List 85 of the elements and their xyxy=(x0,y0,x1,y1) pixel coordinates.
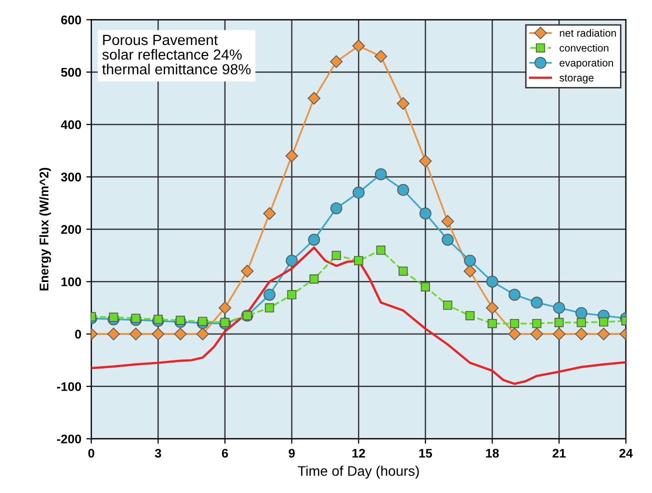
point xyxy=(107,328,120,340)
point xyxy=(508,288,521,301)
point xyxy=(152,328,164,340)
point xyxy=(530,296,543,309)
point xyxy=(486,276,498,288)
point xyxy=(442,234,454,246)
point xyxy=(374,50,388,63)
point xyxy=(464,254,476,267)
legend-label: evaporation xyxy=(560,58,613,69)
point xyxy=(419,154,432,168)
point xyxy=(286,254,298,267)
y-tick-label: 400 xyxy=(60,120,82,130)
x-tick-label: 18 xyxy=(486,448,499,458)
point xyxy=(510,318,520,328)
y-tick-label: -200 xyxy=(57,434,82,444)
point xyxy=(108,312,118,322)
point xyxy=(396,97,410,110)
x-tick-label: 24 xyxy=(619,448,633,458)
point xyxy=(352,40,365,52)
point xyxy=(488,318,497,328)
y-tick-label: 300 xyxy=(60,172,82,182)
point xyxy=(264,288,276,301)
point xyxy=(196,328,209,340)
point xyxy=(419,208,432,220)
point xyxy=(287,290,296,300)
y-tick-label: 500 xyxy=(61,68,82,77)
point xyxy=(308,92,320,105)
point xyxy=(552,328,566,340)
point xyxy=(376,246,386,255)
point xyxy=(599,317,608,327)
x-tick-label: 21 xyxy=(552,448,566,458)
point xyxy=(465,311,475,320)
point xyxy=(553,302,566,314)
point xyxy=(530,328,544,340)
point xyxy=(176,316,185,325)
y-axis-title: Energy Flux (W/m^2) xyxy=(39,168,51,290)
x-tick-label: 15 xyxy=(419,448,432,458)
y-tick-label: 100 xyxy=(61,277,82,286)
line-series xyxy=(91,246,626,385)
point xyxy=(532,318,542,328)
point xyxy=(354,256,364,266)
legend-label: net radiation xyxy=(560,29,616,37)
point xyxy=(443,300,452,310)
x-tick-label: 9 xyxy=(288,448,295,458)
point xyxy=(576,318,586,328)
point xyxy=(330,202,342,214)
point xyxy=(554,318,564,328)
x-tick-label: 3 xyxy=(154,448,162,458)
point xyxy=(508,328,521,340)
x-tick-label: 6 xyxy=(222,448,228,458)
x-tick-label: 0 xyxy=(88,448,94,458)
point xyxy=(309,274,319,284)
point xyxy=(441,215,454,228)
point xyxy=(575,307,588,320)
point xyxy=(486,302,499,314)
point xyxy=(174,328,187,340)
point xyxy=(263,207,276,220)
point xyxy=(264,303,274,312)
y-tick-label: 600 xyxy=(61,16,82,24)
point xyxy=(308,234,320,246)
point xyxy=(285,150,298,162)
point xyxy=(240,264,254,278)
legend-label: convection xyxy=(560,44,608,52)
point xyxy=(352,186,365,199)
point xyxy=(198,316,208,326)
y-tick-label: 0 xyxy=(75,330,82,339)
point xyxy=(398,266,408,276)
point xyxy=(420,282,430,292)
point xyxy=(464,264,476,278)
x-axis-title: Time of Day (hours) xyxy=(298,466,419,479)
point xyxy=(397,184,410,196)
y-tick-label: -100 xyxy=(57,382,82,392)
y-tick-label: 200 xyxy=(61,225,82,234)
legend-label: storage xyxy=(560,74,594,84)
annotation: Porous Pavement solar reflectance 24% thermal emittance 98% xyxy=(102,34,251,74)
point xyxy=(575,328,588,340)
point xyxy=(131,314,140,323)
point xyxy=(374,168,387,180)
point xyxy=(332,250,341,260)
x-tick-label: 12 xyxy=(352,448,366,458)
point xyxy=(330,55,343,68)
point xyxy=(597,328,610,340)
point xyxy=(218,302,232,314)
point xyxy=(154,314,163,324)
point xyxy=(130,328,142,340)
